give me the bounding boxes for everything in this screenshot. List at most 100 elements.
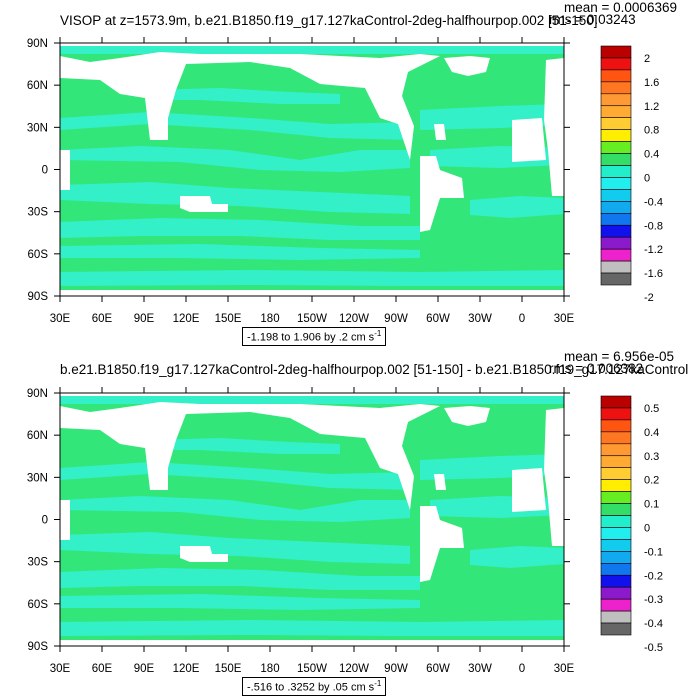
lon-label: 60W xyxy=(426,663,450,675)
colorbar-label: -0.5 xyxy=(644,642,663,654)
land-mask xyxy=(60,393,564,396)
colorbar-label: -0.2 xyxy=(644,570,663,582)
colorbar-label: 0.4 xyxy=(644,149,659,161)
panel-title: b.e21.B1850.f19_g17.127kaControl-2deg-ha… xyxy=(60,362,689,377)
colorbar-box xyxy=(600,491,632,504)
land-mask xyxy=(544,408,564,546)
contour-info-unit-exp: -1 xyxy=(374,679,382,688)
rms-stat: rms = 0.03243 xyxy=(549,12,636,27)
land-mask xyxy=(544,58,564,196)
mean-stat: mean = 0.0006369 xyxy=(564,0,677,15)
lat-label: 30S xyxy=(28,557,49,569)
colorbar-label: 0.8 xyxy=(644,125,659,137)
lon-label: 90E xyxy=(134,663,155,675)
colorbar-label: -0.1 xyxy=(644,546,663,558)
lon-label: 0 xyxy=(519,663,525,675)
colorbar-box xyxy=(600,610,632,624)
contour-info-text: -1.198 to 1.906 by .2 cm s xyxy=(247,331,375,344)
colorbar-box xyxy=(600,574,632,588)
colorbar-box xyxy=(600,598,632,612)
colorbar-box xyxy=(600,165,632,178)
lon-label: 30E xyxy=(554,663,575,675)
land-mask xyxy=(512,468,546,512)
land-mask xyxy=(420,506,464,582)
lon-label: 120E xyxy=(173,663,200,675)
colorbar-label: 2 xyxy=(644,53,650,65)
lat-label: 30S xyxy=(28,207,49,219)
lon-label: 90W xyxy=(384,313,408,325)
lat-label: 90N xyxy=(27,388,48,400)
lon-label: 0 xyxy=(519,313,525,325)
colorbar-box xyxy=(600,539,632,552)
ocean-band xyxy=(150,88,340,104)
rms-stat: rms = 0.006382 xyxy=(549,361,644,376)
colorbar-box xyxy=(600,141,632,154)
colorbar-box xyxy=(600,622,632,636)
colorbar-box xyxy=(600,105,632,118)
colorbar-box xyxy=(600,467,632,480)
lat-label: 30N xyxy=(27,122,48,134)
lon-label: 180 xyxy=(260,663,279,675)
ocean-band xyxy=(470,546,564,568)
colorbar-box xyxy=(600,527,632,540)
ocean-band xyxy=(470,196,564,218)
panel-title: VISOP at z=1573.9m, b.e21.B1850.f19_g17.… xyxy=(60,13,598,28)
colorbar-label: 0.3 xyxy=(644,451,659,463)
ocean-band xyxy=(60,218,420,240)
lat-label: 60N xyxy=(27,80,48,92)
land-mask xyxy=(60,640,564,646)
ocean-band xyxy=(60,244,420,260)
land-mask xyxy=(444,56,490,76)
colorbar-box xyxy=(600,272,632,286)
lat-label: 60S xyxy=(28,599,49,611)
colorbar-label: -0.8 xyxy=(644,220,663,232)
colorbar-label: -2 xyxy=(644,292,654,304)
ocean-band xyxy=(150,438,340,454)
colorbar-label: 0.4 xyxy=(644,427,659,439)
land-mask xyxy=(60,290,564,296)
colorbar-label: -1.2 xyxy=(644,244,663,256)
lon-label: 150E xyxy=(215,313,242,325)
land-mask xyxy=(60,500,70,540)
colorbar-box xyxy=(600,189,632,202)
lon-label: 60E xyxy=(92,313,113,325)
lon-label: 150W xyxy=(297,663,327,675)
colorbar-label: 0 xyxy=(644,172,650,184)
lon-label: 30E xyxy=(50,663,71,675)
colorbar-box xyxy=(600,455,632,468)
lat-label: 0 xyxy=(42,165,48,177)
lat-label: 0 xyxy=(42,515,48,527)
colorbar-box xyxy=(600,224,632,238)
ocean-band xyxy=(60,182,410,214)
ocean-band xyxy=(60,568,420,590)
colorbar-label: -0.3 xyxy=(644,594,663,606)
land-mask xyxy=(60,402,440,510)
land-mask xyxy=(420,156,464,232)
land-mask xyxy=(60,150,70,190)
colorbar-box xyxy=(600,69,632,83)
colorbar-box xyxy=(600,395,632,409)
ocean-band xyxy=(60,532,410,564)
contour-info-box: -1.198 to 1.906 by .2 cm s-1 xyxy=(242,327,387,346)
lat-label: 30N xyxy=(27,472,48,484)
mean-stat: mean = 6.956e-05 xyxy=(564,349,674,364)
lon-label: 150E xyxy=(215,663,242,675)
land-mask xyxy=(112,414,150,442)
lon-label: 150W xyxy=(297,313,327,325)
colorbar-box xyxy=(600,201,632,214)
colorbar-box xyxy=(600,57,632,71)
colorbar-box xyxy=(600,45,632,59)
land-mask xyxy=(434,474,446,490)
lon-label: 120W xyxy=(339,313,369,325)
ocean-band xyxy=(60,46,564,54)
colorbar-label: 1.6 xyxy=(644,77,659,89)
colorbar-box xyxy=(600,419,632,433)
lon-label: 30E xyxy=(554,313,575,325)
colorbar-box xyxy=(600,515,632,528)
ocean-band xyxy=(60,270,564,286)
colorbar-box xyxy=(600,407,632,421)
lat-label: 90S xyxy=(28,291,49,303)
colorbar-box xyxy=(600,213,632,226)
